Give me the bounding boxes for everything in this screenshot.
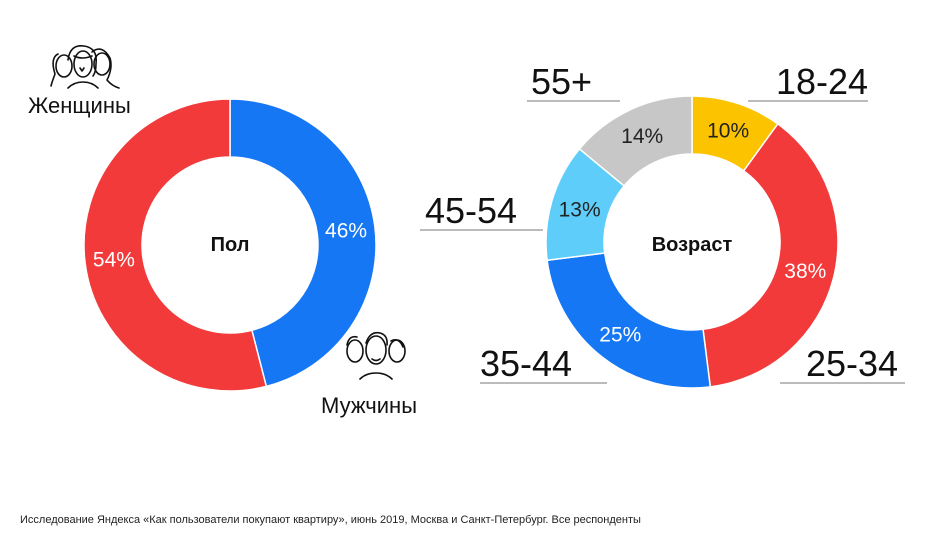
age-label-45-54: 45-54 xyxy=(420,190,543,231)
age-category-label: 18-24 xyxy=(776,61,868,102)
age-value-label: 25% xyxy=(599,323,641,346)
age-category-label: 35-44 xyxy=(480,343,572,384)
source-footnote: Исследование Яндекса «Как пользователи п… xyxy=(20,514,641,526)
gender-value-label: 46% xyxy=(325,219,367,242)
age-chart-title: Возраст xyxy=(652,234,733,256)
age-label-55-plus: 55+ xyxy=(527,61,620,102)
gender-slice xyxy=(83,98,268,392)
age-label-25-34: 25-34 xyxy=(780,343,905,384)
age-category-label: 45-54 xyxy=(425,190,517,231)
men-group-icon xyxy=(346,331,406,380)
age-value-label: 10% xyxy=(707,120,749,143)
women-label: Женщины xyxy=(28,93,131,118)
age-value-label: 38% xyxy=(784,260,826,283)
age-slice xyxy=(702,122,839,388)
gender-value-label: 54% xyxy=(93,249,135,272)
age-category-label: 55+ xyxy=(531,61,592,102)
age-slice xyxy=(578,95,693,187)
age-slice xyxy=(546,252,712,389)
age-label-18-24: 18-24 xyxy=(748,61,868,102)
age-donut-chart: 10% 38% 25% 13% 14% Возраст xyxy=(545,95,839,389)
age-value-label: 14% xyxy=(621,125,663,148)
gender-donut-chart: 46% 54% Пол xyxy=(83,98,377,392)
gender-chart-title: Пол xyxy=(211,234,250,256)
age-value-label: 13% xyxy=(559,198,601,221)
women-group-icon xyxy=(50,44,120,89)
age-category-label: 25-34 xyxy=(806,343,898,384)
gender-slice xyxy=(229,98,377,388)
men-label: Мужчины xyxy=(321,393,417,418)
age-label-35-44: 35-44 xyxy=(480,343,607,384)
